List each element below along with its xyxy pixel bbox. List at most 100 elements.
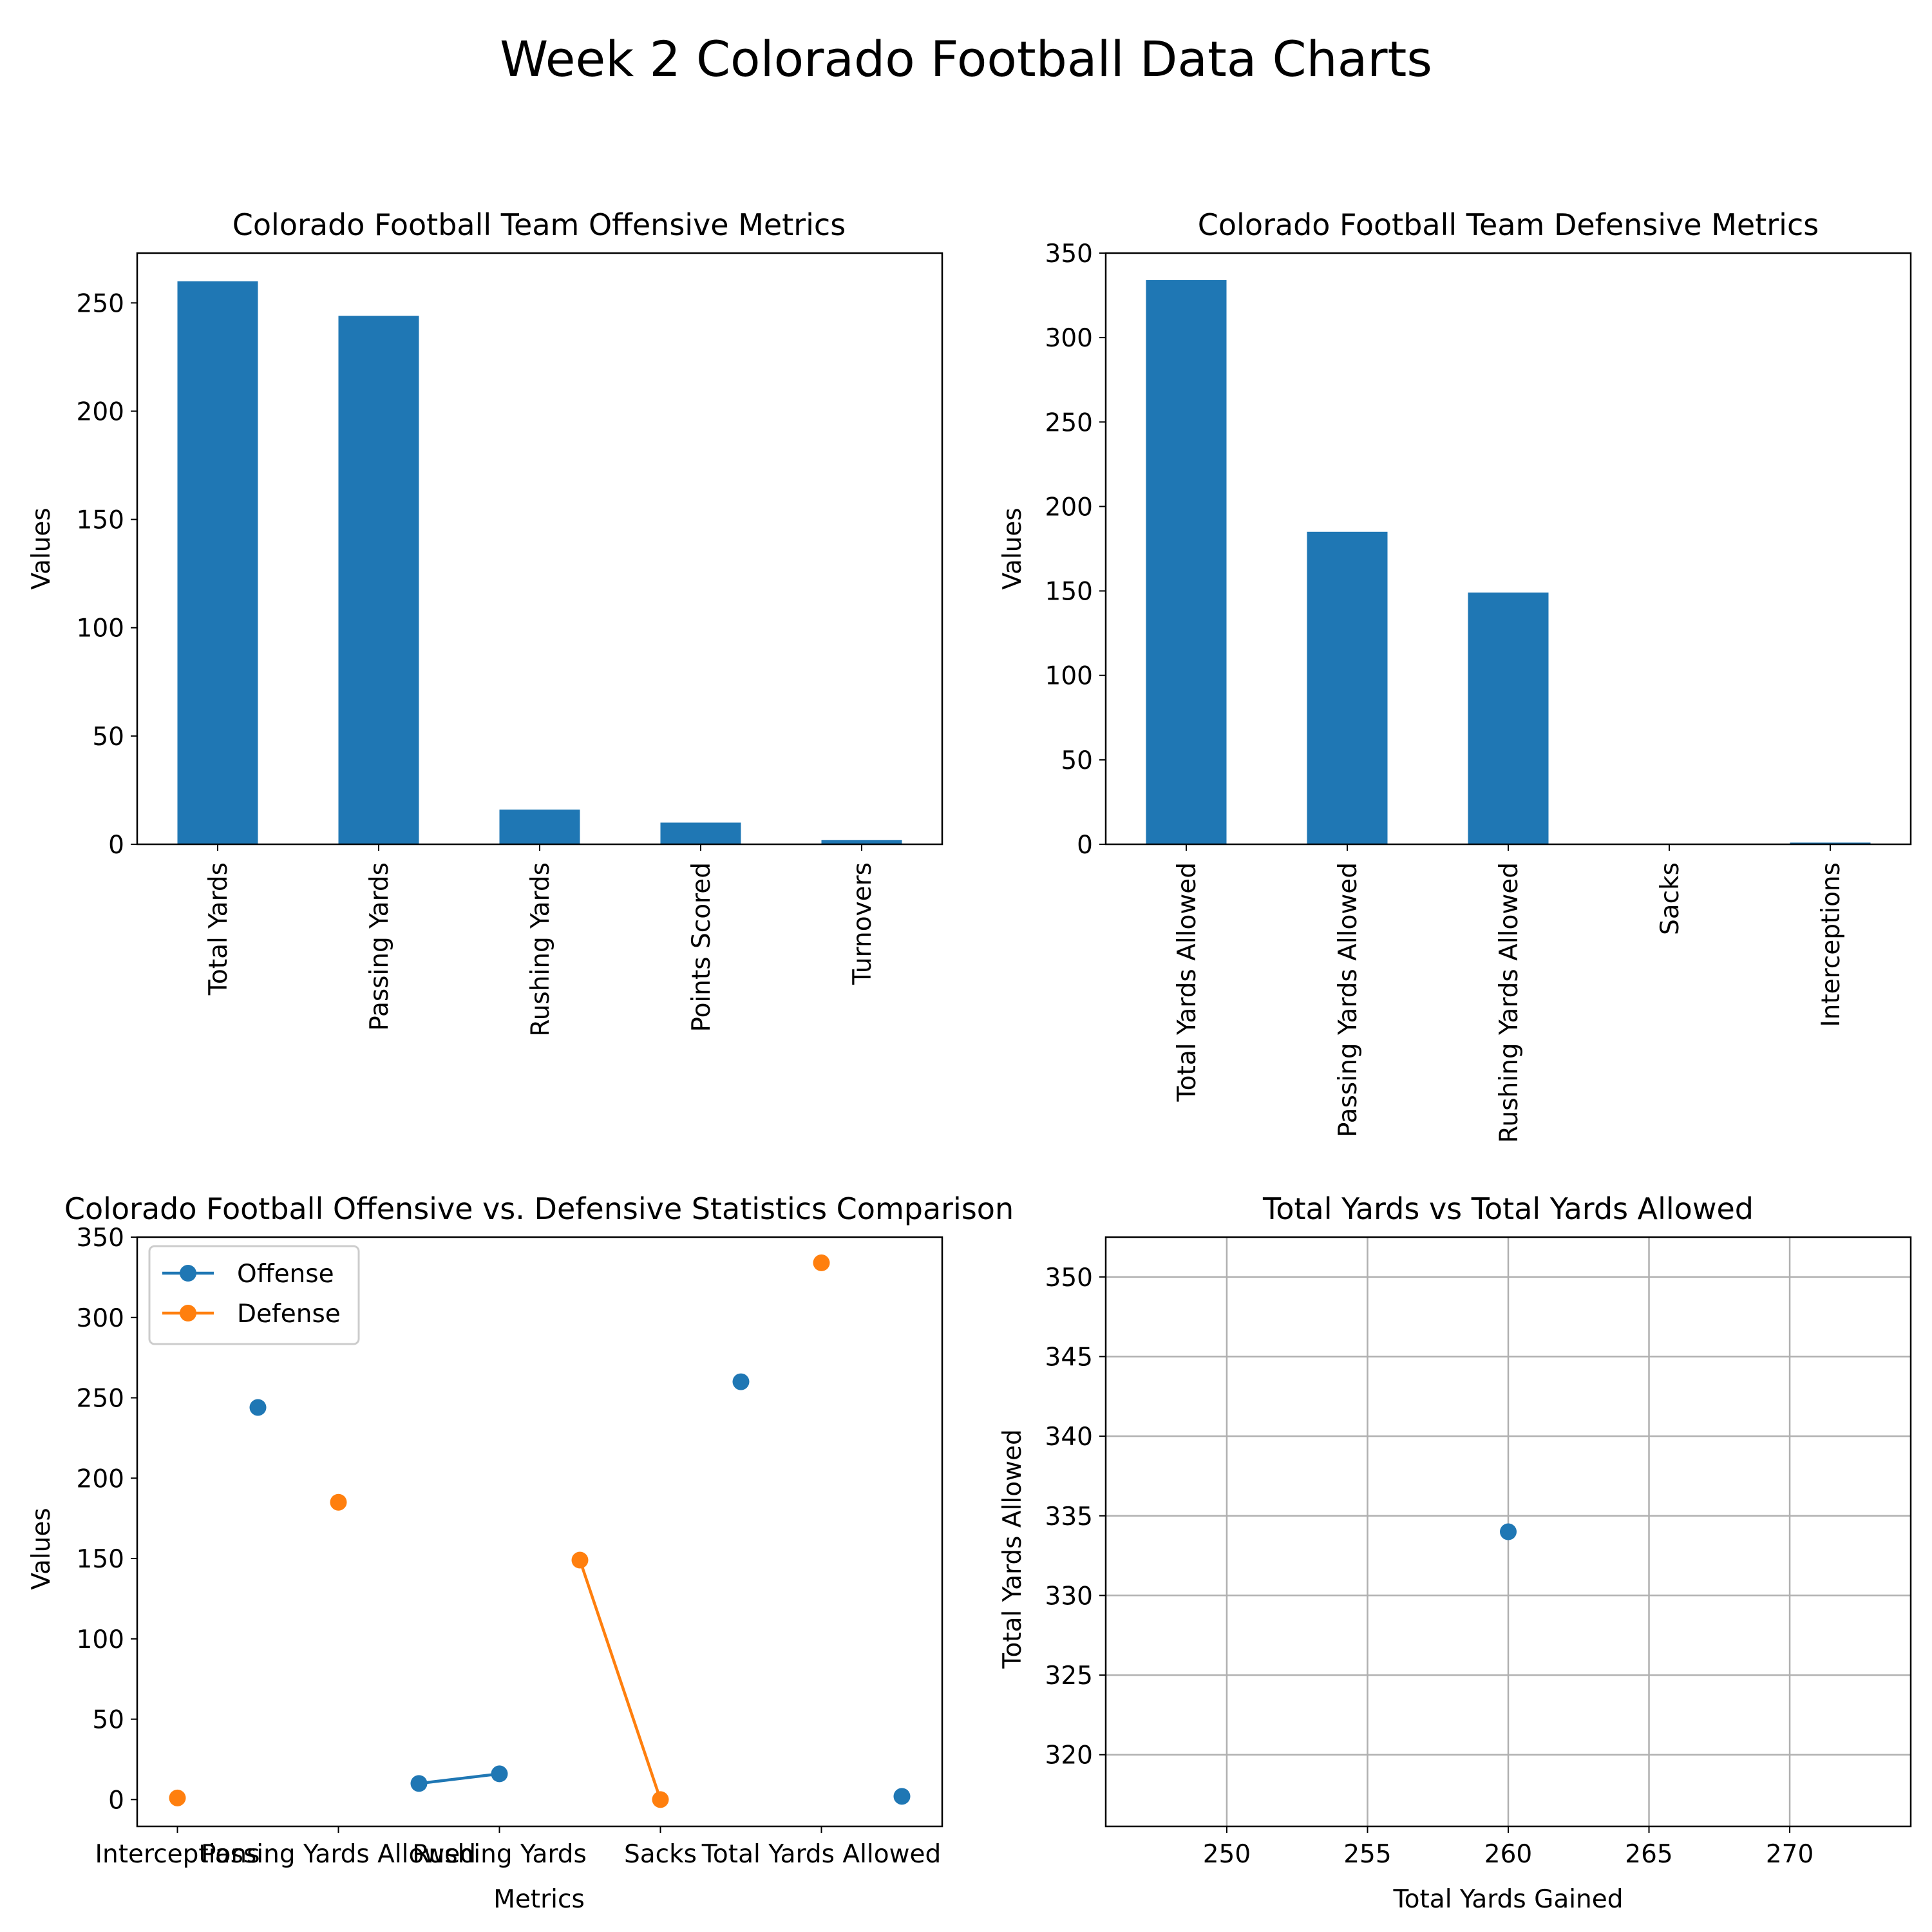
comparison-plot-frame (136, 1236, 943, 1828)
scatter-points (1500, 1523, 1517, 1540)
offensive-ytick-label: 0 (108, 831, 124, 860)
offense-point (893, 1788, 911, 1805)
yards-scatter-chart: Total Yards vs Total Yards Allowed Total… (998, 1191, 1912, 1914)
defensive-xtick-label: Sacks (1656, 862, 1685, 935)
scatter-xtick-label: 260 (1484, 1840, 1532, 1869)
defense-point (652, 1791, 669, 1808)
legend-offense-marker (180, 1265, 196, 1282)
offensive-ytick-label: 100 (77, 614, 124, 643)
offensive-bar (177, 281, 258, 844)
comparison-y-axis-label: Values (27, 1508, 56, 1589)
legend-defense-marker (180, 1305, 196, 1321)
scatter-axes: 320 325 330 335 340 345 350 250 255 260 265 270 (1045, 1236, 1912, 1869)
comparison-ytick-label: 300 (77, 1304, 124, 1333)
defense-line-segment (578, 1559, 662, 1801)
comparison-ytick-label: 350 (77, 1224, 124, 1253)
scatter-xtick-label: 265 (1625, 1840, 1672, 1869)
scatter-ytick-label: 335 (1045, 1502, 1093, 1531)
comparison-ytick-label: 50 (92, 1706, 124, 1735)
offensive-metrics-chart: Colorado Football Team Offensive Metrics… (27, 207, 943, 1037)
scatter-ytick-label: 350 (1045, 1264, 1093, 1293)
figure-title: Week 2 Colorado Football Data Charts (500, 30, 1432, 88)
offensive-xtick-label: Points Scored (687, 862, 716, 1032)
offensive-bar (499, 810, 580, 844)
scatter-grid (1106, 1237, 1911, 1826)
defense-point (169, 1789, 186, 1806)
comparison-x-axis-label: Metrics (493, 1885, 585, 1914)
scatter-ytick-label: 340 (1045, 1423, 1093, 1452)
defensive-metrics-chart: Colorado Football Team Defensive Metrics… (998, 207, 1912, 1143)
defense-point (571, 1551, 589, 1569)
defensive-xtick-label: Rushing Yards Allowed (1495, 862, 1524, 1143)
scatter-xtick-label: 270 (1766, 1840, 1814, 1869)
defensive-bar (1307, 531, 1388, 844)
offense-point (491, 1765, 508, 1783)
comparison-line-chart: Colorado Football Offensive vs. Defensiv… (27, 1191, 1014, 1914)
scatter-point (1500, 1523, 1517, 1540)
comparison-axes: 0 50 100 150 200 250 300 350 InterceptionsPassin… (77, 1224, 943, 1869)
defensive-bar (1468, 592, 1549, 844)
comparison-xtick-label: Interceptions (95, 1840, 260, 1869)
defensive-ytick-label: 100 (1045, 662, 1093, 691)
defensive-xtick-label: Interceptions (1817, 862, 1846, 1027)
defensive-ytick-label: 150 (1045, 578, 1093, 607)
scatter-x-axis-label: Total Yards Gained (1392, 1885, 1623, 1914)
offensive-ytick-label: 200 (77, 397, 124, 426)
comparison-legend: Offense Defense (148, 1245, 360, 1345)
offense-point (410, 1775, 428, 1792)
legend-offense-label: Offense (237, 1260, 334, 1289)
comparison-xtick-label: Rushing Yards (412, 1840, 587, 1869)
offensive-xtick-label: Total Yards (204, 862, 233, 996)
defensive-axes: 0 50 100 150 200 250 300 350 Total Yards Allowed… (1045, 240, 1912, 1143)
offensive-xtick-label: Passing Yards (365, 862, 394, 1031)
scatter-xtick-label: 255 (1343, 1840, 1391, 1869)
defensive-ytick-label: 250 (1045, 408, 1093, 437)
defensive-ytick-label: 200 (1045, 493, 1093, 522)
scatter-ytick-label: 325 (1045, 1662, 1093, 1690)
offensive-bar (821, 840, 902, 844)
scatter-xtick-label: 250 (1203, 1840, 1251, 1869)
comparison-xtick-label: Sacks (624, 1840, 697, 1869)
defensive-xtick-label: Passing Yards Allowed (1334, 862, 1363, 1137)
legend-defense-label: Defense (237, 1300, 341, 1329)
defensive-ytick-label: 50 (1061, 746, 1093, 775)
comparison-xtick-label: Total Yards Allowed (701, 1840, 942, 1869)
comparison-ytick-label: 150 (77, 1545, 124, 1574)
offensive-xtick-label: Rushing Yards (526, 862, 555, 1037)
offense-point (732, 1373, 750, 1390)
offensive-ytick-label: 150 (77, 506, 124, 535)
scatter-ytick-label: 320 (1045, 1741, 1093, 1770)
defensive-bar (1790, 842, 1871, 844)
comparison-chart-title: Colorado Football Offensive vs. Defensiv… (64, 1191, 1014, 1226)
offensive-y-axis-label: Values (27, 507, 56, 589)
offensive-axes: 0 50 100 150 200 250 Total Yards Passing Yards R… (77, 252, 943, 1037)
offensive-xtick-label: Turnovers (848, 862, 877, 985)
defensive-xtick-label: Total Yards Allowed (1173, 862, 1202, 1103)
defense-point (813, 1254, 830, 1271)
offense-line-segment (419, 1772, 500, 1785)
defensive-ytick-label: 0 (1077, 831, 1093, 860)
defensive-bars (1146, 279, 1871, 845)
scatter-chart-title: Total Yards vs Total Yards Allowed (1262, 1191, 1754, 1226)
defensive-ytick-label: 350 (1045, 240, 1093, 269)
offensive-bar (338, 316, 419, 844)
offensive-bars (177, 281, 902, 844)
comparison-ytick-label: 0 (108, 1786, 124, 1815)
defensive-ytick-label: 300 (1045, 324, 1093, 353)
defense-point (330, 1493, 347, 1511)
defensive-y-axis-label: Values (998, 507, 1027, 589)
defensive-chart-title: Colorado Football Team Defensive Metrics (1198, 207, 1819, 242)
offensive-chart-title: Colorado Football Team Offensive Metrics (232, 207, 846, 242)
scatter-y-axis-label: Total Yards Allowed (998, 1429, 1027, 1669)
legend-frame (148, 1245, 360, 1345)
offensive-ytick-label: 250 (77, 289, 124, 318)
comparison-series (169, 1254, 911, 1808)
scatter-ytick-label: 330 (1045, 1582, 1093, 1611)
offensive-bar (660, 822, 741, 844)
scatter-ytick-label: 345 (1045, 1343, 1093, 1372)
comparison-xtick-label: Passing Yards Allowed (201, 1840, 476, 1869)
comparison-ytick-label: 100 (77, 1625, 124, 1654)
offense-point (249, 1399, 267, 1416)
comparison-ytick-label: 200 (77, 1464, 124, 1493)
